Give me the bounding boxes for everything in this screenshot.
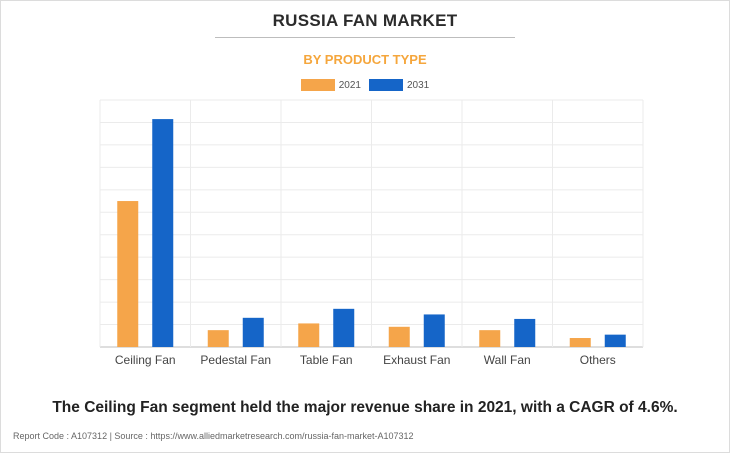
legend-label-2021: 2021 [338, 79, 361, 91]
bar-2031-exhaust-fan[interactable] [423, 314, 445, 347]
x-tick-label: Ceiling Fan [115, 353, 176, 367]
legend-swatch-2021 [300, 79, 335, 91]
legend-item-2031[interactable]: 2031 [369, 79, 429, 91]
title-divider [215, 37, 515, 38]
bar-layer [117, 119, 626, 347]
bar-2021-others[interactable] [569, 338, 591, 347]
x-tick-label: Pedestal Fan [200, 353, 271, 367]
bar-2031-ceiling-fan[interactable] [152, 119, 174, 347]
bar-2021-ceiling-fan[interactable] [117, 201, 139, 347]
bar-2021-exhaust-fan[interactable] [388, 326, 410, 347]
legend-item-2021[interactable]: 2021 [300, 79, 361, 91]
bar-2031-table-fan[interactable] [333, 308, 355, 347]
grid-layer [99, 99, 644, 348]
legend-swatch-2031 [369, 79, 403, 91]
source-footer: Report Code : A107312 | Source : https:/… [13, 431, 414, 441]
x-tick-label: Exhaust Fan [383, 353, 450, 367]
bar-2031-wall-fan[interactable] [514, 318, 536, 347]
bar-2021-table-fan[interactable] [298, 323, 320, 347]
bar-2021-wall-fan[interactable] [479, 330, 501, 347]
x-tick-label: Wall Fan [484, 353, 531, 367]
bar-2031-pedestal-fan[interactable] [242, 317, 264, 347]
x-axis-labels: Ceiling Fan Pedestal Fan Table Fan Exhaust … [115, 353, 616, 367]
x-tick-label: Table Fan [300, 353, 353, 367]
chart-caption: The Ceiling Fan segment held the major r… [52, 399, 678, 416]
bar-2021-pedestal-fan[interactable] [207, 330, 229, 347]
chart-subtitle: BY PRODUCT TYPE [303, 52, 427, 67]
chart-legend: 2021 2031 [0, 79, 730, 91]
x-tick-label: Others [580, 353, 616, 367]
page-title: RUSSIA FAN MARKET [272, 11, 458, 30]
bar-2031-others[interactable] [604, 334, 626, 347]
legend-label-2031: 2031 [407, 79, 430, 91]
